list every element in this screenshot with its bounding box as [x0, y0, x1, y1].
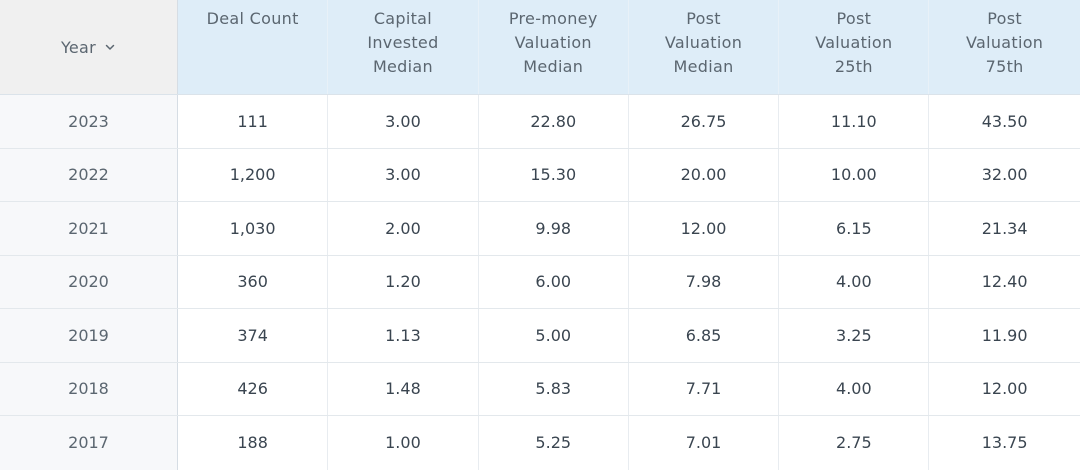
post-valuation-75th-cell: 12.40 — [981, 272, 1028, 292]
column-header-label: Capital Invested Median — [367, 9, 439, 76]
chevron-down-icon[interactable] — [104, 41, 116, 53]
year-column-header[interactable]: Year — [0, 0, 178, 94]
capital-invested-cell: 1.13 — [328, 309, 479, 362]
table-row: 2021 1,030 2.00 9.98 12.00 6.15 21.34 — [0, 202, 1080, 256]
table-row: 2018 426 1.48 5.83 7.71 4.00 12.00 — [0, 362, 1080, 416]
column-header-post-valuation-75th[interactable]: Post Valuation 75th — [929, 0, 1080, 94]
table-row: 2022 1,200 3.00 15.30 20.00 10.00 32.00 — [0, 148, 1080, 202]
pre-money-valuation-cell: 5.25 — [479, 416, 629, 470]
column-header-label: Post Valuation 25th — [815, 9, 893, 76]
post-valuation-median-cell: 7.98 — [629, 255, 780, 308]
year-cell: 2017 — [0, 416, 178, 470]
post-valuation-75th-cell: 13.75 — [981, 433, 1028, 453]
post-valuation-25th-cell: 11.10 — [779, 95, 930, 148]
pre-money-valuation-cell: 22.80 — [479, 95, 629, 148]
column-header-post-valuation-median[interactable]: Post Valuation Median — [628, 0, 780, 94]
post-valuation-25th-cell: 3.25 — [779, 309, 930, 362]
post-valuation-median-cell: 20.00 — [629, 148, 780, 201]
pre-money-valuation-cell: 6.00 — [479, 255, 629, 308]
deal-count-cell: 1,030 — [178, 202, 329, 255]
capital-invested-cell: 1.00 — [328, 416, 479, 470]
column-header-post-valuation-25th[interactable]: Post Valuation 25th — [779, 0, 930, 94]
year-header-label: Year — [60, 37, 97, 57]
post-valuation-25th-cell: 4.00 — [779, 362, 930, 415]
post-valuation-median-cell: 12.00 — [629, 202, 780, 255]
post-valuation-75th-cell: 43.50 — [981, 111, 1028, 131]
post-valuation-median-cell: 6.85 — [629, 309, 780, 362]
year-cell: 2018 — [0, 362, 178, 415]
deal-count-cell: 111 — [178, 95, 329, 148]
table-body: 2023 111 3.00 22.80 26.75 11.10 43.50 20… — [0, 95, 1080, 470]
capital-invested-cell: 1.48 — [328, 362, 479, 415]
deal-count-cell: 360 — [178, 255, 329, 308]
post-valuation-median-cell: 26.75 — [629, 95, 780, 148]
capital-invested-cell: 3.00 — [328, 95, 479, 148]
pre-money-valuation-cell: 15.30 — [479, 148, 629, 201]
pre-money-valuation-cell: 9.98 — [479, 202, 629, 255]
capital-invested-cell: 3.00 — [328, 148, 479, 201]
table-row: 2023 111 3.00 22.80 26.75 11.10 43.50 — [0, 95, 1080, 149]
post-valuation-median-cell: 7.01 — [629, 416, 780, 470]
column-header-label: Deal Count — [206, 9, 299, 28]
column-header-label: Pre-money Valuation Median — [508, 9, 598, 76]
pre-money-valuation-cell: 5.83 — [479, 362, 629, 415]
table-header: Year Deal Count Capital Invested Median … — [0, 0, 1080, 95]
post-valuation-25th-cell: 6.15 — [779, 202, 930, 255]
table-row: 2020 360 1.20 6.00 7.98 4.00 12.40 — [0, 255, 1080, 309]
year-cell: 2021 — [0, 202, 178, 255]
post-valuation-25th-cell: 2.75 — [779, 416, 930, 470]
column-header-label: Post Valuation Median — [664, 9, 743, 76]
column-header-deal-count[interactable]: Deal Count — [178, 0, 329, 94]
pre-money-valuation-cell: 5.00 — [479, 309, 629, 362]
column-header-label: Post Valuation 75th — [966, 9, 1044, 76]
post-valuation-75th-cell: 32.00 — [981, 165, 1028, 185]
post-valuation-25th-cell: 4.00 — [779, 255, 930, 308]
table-row: 2019 374 1.13 5.00 6.85 3.25 11.90 — [0, 309, 1080, 363]
post-valuation-75th-cell: 21.34 — [981, 218, 1028, 238]
deal-count-cell: 1,200 — [178, 148, 329, 201]
column-header-pre-money-valuation-median[interactable]: Pre-money Valuation Median — [478, 0, 629, 94]
year-cell: 2020 — [0, 255, 178, 308]
post-valuation-75th-cell: 11.90 — [981, 325, 1028, 345]
deal-count-cell: 426 — [178, 362, 329, 415]
capital-invested-cell: 1.20 — [328, 255, 479, 308]
post-valuation-median-cell: 7.71 — [629, 362, 780, 415]
deal-count-cell: 188 — [178, 416, 329, 470]
capital-invested-cell: 2.00 — [328, 202, 479, 255]
post-valuation-25th-cell: 10.00 — [779, 148, 930, 201]
deal-count-cell: 374 — [178, 309, 329, 362]
table-row: 2017 188 1.00 5.25 7.01 2.75 13.75 — [0, 416, 1080, 470]
year-cell: 2022 — [0, 148, 178, 201]
post-valuation-75th-cell: 12.00 — [981, 379, 1028, 399]
year-cell: 2019 — [0, 309, 178, 362]
column-header-capital-invested-median[interactable]: Capital Invested Median — [328, 0, 479, 94]
year-cell: 2023 — [0, 95, 178, 148]
